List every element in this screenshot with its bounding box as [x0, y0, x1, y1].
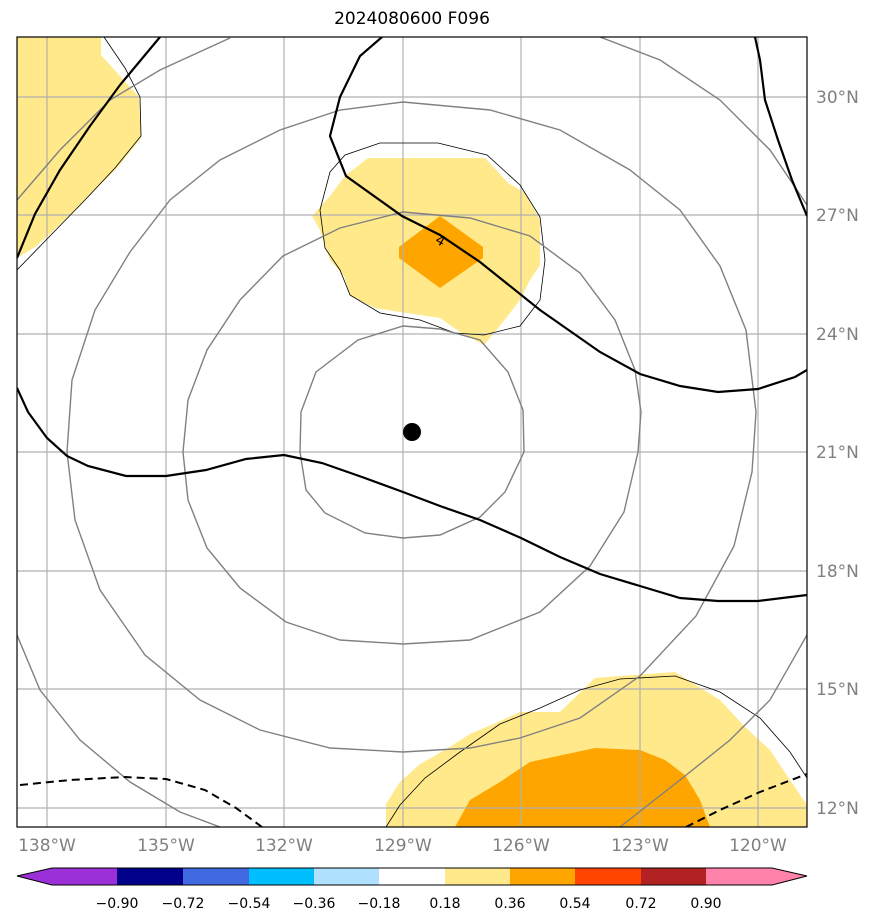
colorbar-label-0: −0.90: [96, 896, 139, 912]
colorbar-label-4: −0.18: [358, 896, 401, 912]
colorbar-label-2: −0.54: [228, 896, 271, 912]
bold-contour-top-left: [17, 37, 161, 259]
thin-contour-top-left: [17, 37, 142, 271]
colorbar-segment-5: [379, 868, 445, 885]
lat-label-24n: 24°N: [816, 325, 859, 345]
colorbar-label-7: 0.54: [559, 896, 590, 912]
thin-contour-bottom-right: [385, 675, 807, 827]
bold-contour-top-right: [753, 37, 807, 217]
lon-label-123w: 123°W: [611, 836, 669, 856]
colorbar-label-3: −0.36: [293, 896, 336, 912]
thin-contours: [17, 37, 807, 827]
gray-ring-3: [66, 101, 757, 753]
colorbar-extend-high: [772, 868, 807, 885]
dashed-contours: [19, 773, 807, 827]
colorbar-segment-1: [117, 868, 183, 885]
shading-layer: [17, 37, 807, 827]
bold-contour-middle: [17, 387, 807, 603]
gray-ring-4d: [619, 634, 807, 827]
colorbar: −0.90 −0.72 −0.54 −0.36 −0.18 0.18 0.36 …: [16, 867, 808, 912]
colorbar-label-1: −0.72: [162, 896, 205, 912]
colorbar-label-5: 0.18: [429, 896, 460, 912]
longitude-labels: 138°W 135°W 132°W 129°W 126°W 123°W 120°…: [18, 836, 787, 856]
shading-0.54-center: [399, 216, 483, 288]
colorbar-segment-9: [641, 868, 706, 885]
lat-label-21n: 21°N: [816, 443, 859, 463]
storm-center-marker: [403, 423, 421, 441]
gray-ring-1: [299, 325, 525, 539]
page-title: 2024080600 F096: [334, 9, 490, 29]
lon-label-126w: 126°W: [492, 836, 550, 856]
lon-label-138w: 138°W: [18, 836, 76, 856]
colorbar-segment-10: [706, 868, 772, 885]
gray-ring-4c: [17, 634, 221, 827]
colorbar-label-6: 0.36: [494, 896, 525, 912]
lon-label-135w: 135°W: [137, 836, 195, 856]
latitude-labels: 30°N 27°N 24°N 21°N 18°N 15°N 12°N: [816, 88, 859, 819]
gray-ring-4b: [599, 37, 807, 206]
dashed-contour-left: [19, 775, 263, 827]
colorbar-segment-2: [183, 868, 249, 885]
colorbar-segment-6: [445, 868, 510, 885]
colorbar-label-8: 0.72: [625, 896, 656, 912]
dashed-contour-right: [685, 773, 807, 827]
shading-0.36-top-left: [17, 37, 141, 258]
lat-label-12n: 12°N: [816, 799, 859, 819]
colorbar-labels: −0.90 −0.72 −0.54 −0.36 −0.18 0.18 0.36 …: [96, 896, 722, 912]
colorbar-segment-4: [314, 868, 379, 885]
colorbar-outline: [16, 867, 808, 886]
gray-ring-2: [182, 211, 642, 645]
lat-label-18n: 18°N: [816, 562, 859, 582]
lat-label-15n: 15°N: [816, 680, 859, 700]
colorbar-label-9: 0.90: [690, 896, 721, 912]
colorbar-extend-low: [17, 868, 52, 885]
thin-contour-center: [319, 142, 546, 336]
lat-label-30n: 30°N: [816, 88, 859, 108]
lon-label-120w: 120°W: [729, 836, 787, 856]
bold-contours: [17, 37, 807, 603]
colorbar-segment-8: [575, 868, 641, 885]
colorbar-segment-3: [249, 868, 314, 885]
lon-label-132w: 132°W: [255, 836, 313, 856]
colorbar-segment-7: [510, 868, 575, 885]
map-frame: [16, 36, 808, 828]
lon-label-129w: 129°W: [374, 836, 432, 856]
bold-contour-upper: [328, 37, 807, 394]
colorbar-segment-0: [52, 868, 117, 885]
lat-label-27n: 27°N: [816, 206, 859, 226]
